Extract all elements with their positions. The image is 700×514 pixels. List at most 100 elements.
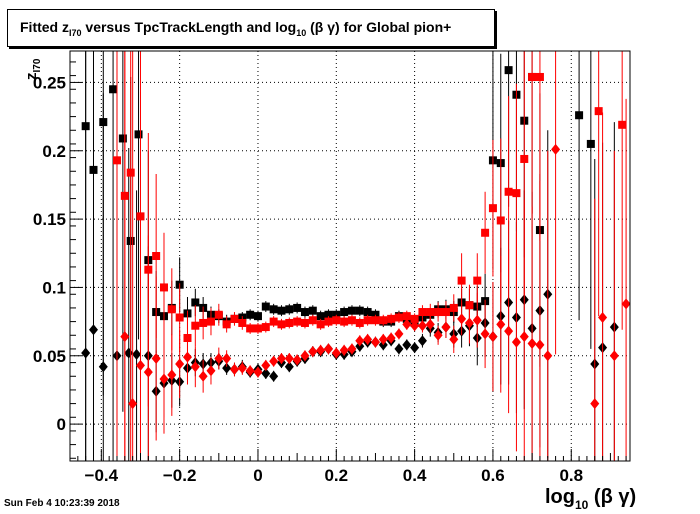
diamond-marker — [120, 331, 130, 343]
square-marker — [126, 168, 135, 177]
x-tick-label: −0.4 — [85, 466, 119, 485]
square-marker — [118, 134, 127, 143]
diamond-marker — [464, 317, 474, 329]
square-marker — [199, 318, 208, 327]
square-marker — [473, 276, 482, 285]
diamond-marker — [175, 358, 185, 370]
diamond-marker — [417, 335, 427, 347]
series-2 — [81, 51, 619, 461]
diamond-marker — [402, 318, 412, 330]
diamond-marker — [339, 344, 349, 356]
chart-title-box: Fitted zI70 versus TpcTrackLength and lo… — [7, 9, 495, 47]
diamond-marker — [276, 353, 286, 364]
diamond-marker — [316, 344, 326, 356]
diamond-marker — [480, 328, 490, 340]
diamond-marker — [496, 318, 506, 330]
diamond-marker — [151, 353, 161, 364]
diamond-marker — [402, 339, 412, 351]
square-marker — [340, 317, 349, 326]
x-tick-label: 0.4 — [403, 466, 427, 485]
square-marker — [347, 316, 356, 325]
square-marker — [269, 305, 278, 314]
square-marker — [175, 313, 184, 322]
plot-frame — [69, 50, 631, 462]
square-marker — [504, 66, 513, 75]
y-axis-label: zI70 — [23, 58, 43, 80]
diamond-marker — [363, 333, 373, 345]
diamond-marker — [198, 370, 208, 382]
square-marker — [152, 252, 161, 260]
square-marker — [277, 306, 286, 315]
square-marker — [355, 318, 364, 327]
diamond-marker — [519, 331, 529, 343]
square-marker — [457, 276, 466, 285]
diamond-marker — [308, 346, 318, 358]
square-marker — [449, 303, 458, 312]
data-points — [81, 51, 631, 461]
square-marker — [316, 312, 325, 321]
diamond-marker — [237, 362, 247, 374]
square-marker — [308, 316, 317, 325]
diamond-marker — [128, 398, 138, 410]
diamond-marker — [535, 339, 545, 351]
square-marker — [512, 189, 521, 198]
diamond-marker — [598, 312, 608, 323]
square-marker — [285, 305, 294, 314]
square-marker — [347, 306, 356, 315]
diamond-marker — [300, 350, 310, 362]
diamond-marker — [206, 365, 216, 377]
y-tick-label: 0.05 — [33, 347, 66, 366]
square-marker — [618, 120, 627, 129]
square-marker — [167, 305, 176, 314]
diamond-marker — [449, 333, 459, 345]
diamond-marker — [378, 333, 388, 345]
square-marker — [261, 302, 270, 311]
grid-lines — [70, 51, 630, 461]
diamond-marker — [182, 351, 192, 363]
square-marker — [246, 310, 255, 319]
diamond-marker — [433, 329, 443, 341]
square-marker — [324, 317, 333, 326]
y-tick-label: 0.2 — [42, 142, 66, 161]
axis-ticks: −0.4 −0.2 0 0.2 0.4 0.6 0.8 0 0.05 0.1 0.15 0.2 0.25 — [33, 61, 627, 485]
diamond-marker — [269, 355, 279, 367]
timestamp-footer: Sun Feb 4 10:23:39 2018 — [4, 498, 120, 509]
y-tick-label: 0.15 — [33, 210, 66, 229]
square-marker — [481, 228, 490, 237]
diamond-marker — [88, 324, 98, 336]
square-marker — [586, 139, 595, 148]
diamond-marker — [551, 143, 561, 155]
diamond-marker — [394, 343, 404, 355]
square-marker — [191, 321, 200, 330]
square-marker — [379, 316, 388, 325]
diamond-marker — [284, 353, 294, 364]
diamond-marker — [609, 350, 619, 362]
diamond-marker — [167, 369, 177, 381]
x-tick-label: −0.2 — [163, 466, 197, 485]
diamond-marker — [245, 365, 255, 377]
square-marker — [434, 308, 443, 317]
y-tick-label: 0.25 — [33, 73, 66, 92]
square-marker — [238, 318, 247, 327]
square-marker — [253, 312, 262, 321]
diamond-marker — [488, 331, 498, 343]
square-marker — [308, 306, 317, 315]
diamond-marker — [261, 368, 271, 380]
diamond-marker — [135, 359, 145, 371]
y-tick-label: 0 — [57, 415, 66, 434]
diamond-marker — [504, 325, 514, 337]
square-marker — [528, 72, 537, 81]
square-marker — [371, 316, 380, 325]
square-marker — [426, 308, 435, 317]
diamond-marker — [143, 366, 153, 378]
series-3 — [112, 51, 627, 461]
square-marker — [410, 314, 419, 323]
series-4 — [120, 51, 631, 461]
diamond-marker — [261, 359, 271, 371]
square-marker — [332, 316, 341, 325]
diamond-marker — [124, 347, 134, 359]
diamond-marker — [159, 373, 169, 385]
diamond-marker — [222, 353, 232, 364]
x-tick-label: 0.8 — [559, 466, 583, 485]
